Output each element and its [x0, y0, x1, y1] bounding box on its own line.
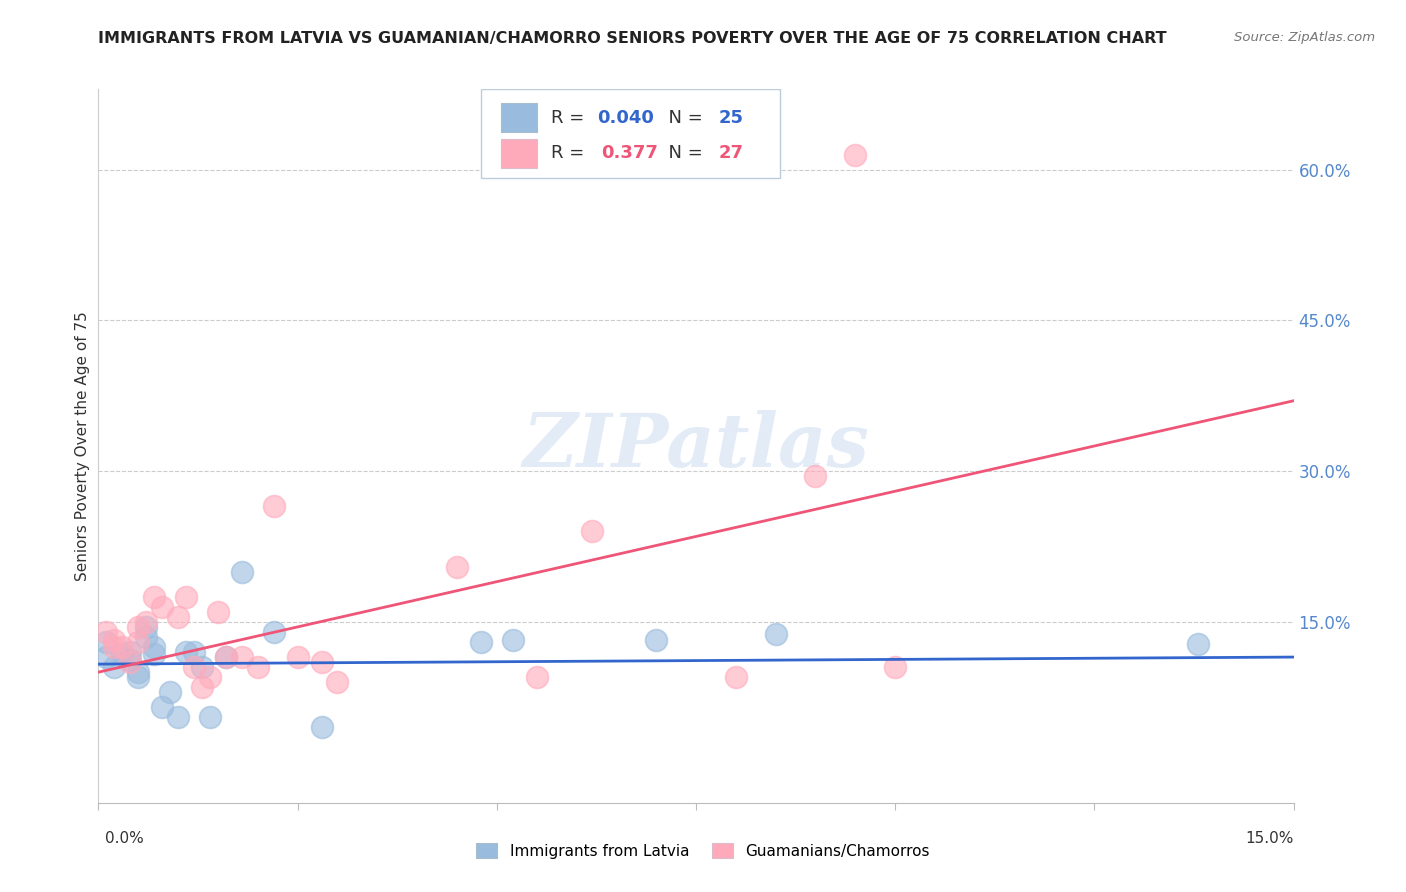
- Point: [804, 469, 827, 483]
- Point: [143, 647, 166, 661]
- Text: 15.0%: 15.0%: [1246, 831, 1294, 846]
- Point: [143, 590, 166, 604]
- Point: [198, 710, 221, 724]
- Point: [103, 660, 125, 674]
- Point: [215, 650, 238, 665]
- Point: [127, 665, 149, 680]
- Point: [127, 620, 149, 634]
- Point: [96, 635, 118, 649]
- Point: [120, 655, 142, 669]
- Point: [183, 645, 205, 659]
- Point: [103, 640, 125, 654]
- Point: [645, 632, 668, 647]
- Point: [150, 599, 173, 614]
- Point: [844, 147, 866, 161]
- Point: [127, 670, 149, 684]
- Text: ZIPatlas: ZIPatlas: [523, 409, 869, 483]
- Point: [167, 710, 190, 724]
- Point: [174, 590, 197, 604]
- Point: [287, 650, 309, 665]
- Point: [207, 605, 229, 619]
- Text: IMMIGRANTS FROM LATVIA VS GUAMANIAN/CHAMORRO SENIORS POVERTY OVER THE AGE OF 75 : IMMIGRANTS FROM LATVIA VS GUAMANIAN/CHAM…: [98, 31, 1167, 46]
- Legend: Immigrants from Latvia, Guamanians/Chamorros: Immigrants from Latvia, Guamanians/Chamo…: [470, 837, 936, 864]
- Point: [135, 615, 157, 629]
- Point: [191, 680, 214, 694]
- Point: [215, 650, 238, 665]
- Point: [502, 632, 524, 647]
- Point: [724, 670, 747, 684]
- Text: 25: 25: [718, 109, 744, 127]
- Point: [96, 650, 118, 665]
- Point: [111, 640, 134, 654]
- Point: [127, 635, 149, 649]
- Point: [526, 670, 548, 684]
- Point: [120, 653, 142, 667]
- Y-axis label: Seniors Poverty Over the Age of 75: Seniors Poverty Over the Age of 75: [75, 311, 90, 581]
- Point: [263, 500, 285, 514]
- Text: R =: R =: [551, 145, 596, 162]
- Bar: [501, 103, 537, 132]
- Text: N =: N =: [657, 145, 709, 162]
- Text: N =: N =: [657, 109, 709, 127]
- Point: [446, 559, 468, 574]
- Point: [191, 660, 214, 674]
- Point: [326, 675, 349, 690]
- Point: [103, 632, 125, 647]
- Point: [150, 700, 173, 714]
- Point: [120, 645, 142, 659]
- Point: [263, 624, 285, 639]
- Point: [198, 670, 221, 684]
- Point: [159, 685, 181, 699]
- Point: [884, 660, 907, 674]
- Text: Source: ZipAtlas.com: Source: ZipAtlas.com: [1234, 31, 1375, 45]
- Point: [1187, 637, 1209, 651]
- Point: [174, 645, 197, 659]
- Point: [246, 660, 269, 674]
- Point: [311, 655, 333, 669]
- Point: [111, 647, 134, 661]
- Point: [231, 650, 253, 665]
- Point: [135, 620, 157, 634]
- Bar: [501, 139, 537, 168]
- Point: [143, 640, 166, 654]
- Text: 0.040: 0.040: [596, 109, 654, 127]
- Point: [311, 720, 333, 734]
- Point: [231, 565, 253, 579]
- Text: R =: R =: [551, 109, 591, 127]
- Text: 0.0%: 0.0%: [105, 831, 145, 846]
- FancyBboxPatch shape: [481, 89, 780, 178]
- Point: [470, 635, 492, 649]
- Point: [581, 524, 603, 539]
- Point: [135, 630, 157, 644]
- Point: [183, 660, 205, 674]
- Point: [96, 624, 118, 639]
- Point: [765, 627, 787, 641]
- Point: [167, 610, 190, 624]
- Text: 0.377: 0.377: [602, 145, 658, 162]
- Text: 27: 27: [718, 145, 744, 162]
